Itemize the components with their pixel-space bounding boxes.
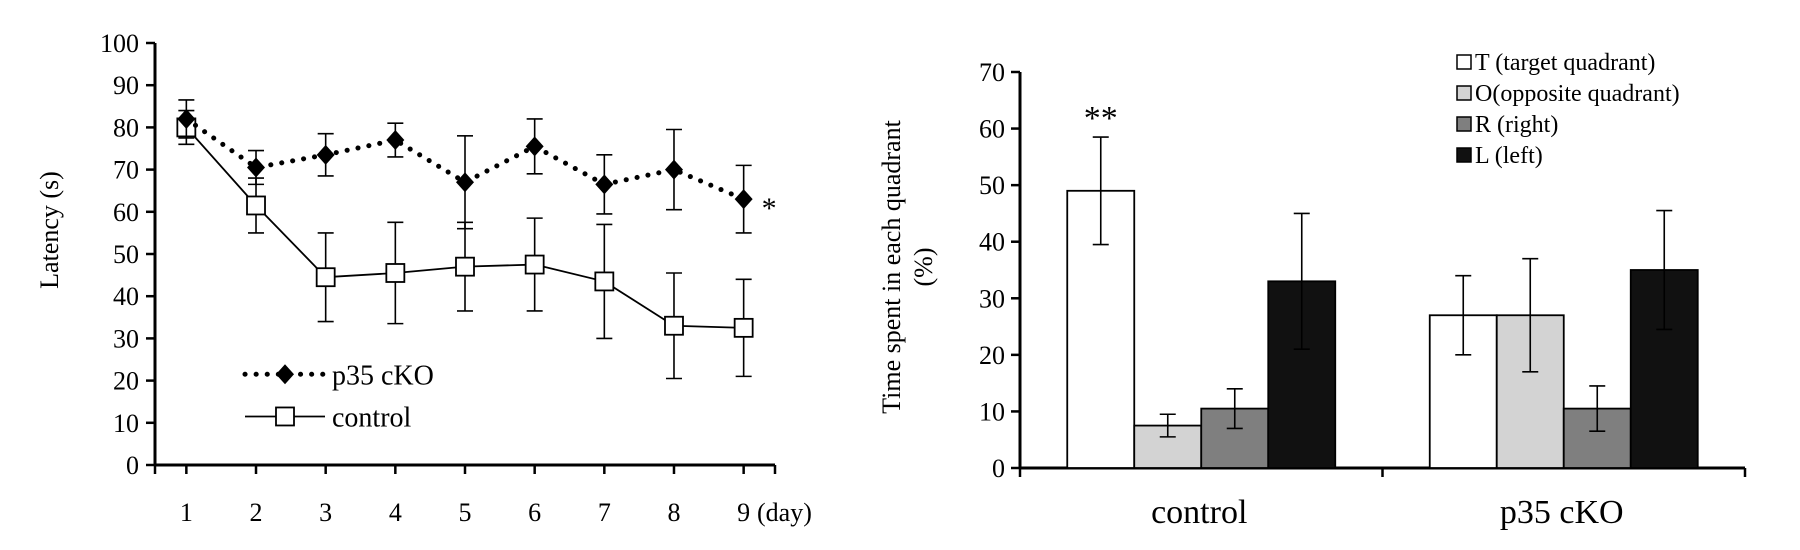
p35-cko-series — [177, 99, 753, 234]
left-y-tick-label: 80 — [113, 113, 139, 142]
control-point — [315, 267, 336, 288]
left-y-tick-label: 30 — [113, 324, 139, 353]
legend-label-2: R (right) — [1475, 112, 1558, 138]
p35-cko-point — [734, 189, 753, 210]
control-point — [246, 195, 266, 216]
right-bar-layer — [1066, 136, 1699, 469]
right-category-label: control — [1151, 494, 1247, 531]
control-point — [664, 315, 684, 336]
legend-p35-cko-marker — [276, 364, 294, 385]
control-point — [594, 271, 615, 292]
left-y-tick-label: 100 — [100, 29, 139, 58]
p35-cko-point — [177, 108, 196, 129]
control-point — [733, 317, 754, 338]
left-y-tick-label: 40 — [113, 282, 139, 311]
p35-cko-point — [664, 159, 683, 180]
legend-p35-cko-label: p35 cKO — [332, 360, 434, 391]
left-x-tick-label: 2 — [250, 498, 263, 527]
left-x-tick-label: 8 — [667, 498, 680, 527]
right-y-axis-label: Time spent in each quadrant — [877, 119, 906, 413]
control-point — [455, 256, 475, 277]
right-y-tick-label: 20 — [979, 341, 1005, 370]
left-x-tick-label: 1 — [180, 498, 193, 527]
legend-swatch-0 — [1456, 54, 1472, 70]
p35-cko-point — [456, 172, 474, 193]
left-x-tick-label: 5 — [459, 498, 472, 527]
left-y-tick-label: 60 — [113, 198, 139, 227]
left-legend: p35 cKO control — [242, 360, 434, 433]
right-legend: T (target quadrant) O(opposite quadrant) R… — [1456, 50, 1680, 169]
left-x-tick-label: 9 — [737, 498, 750, 527]
p35-cko-point — [247, 157, 266, 178]
legend-swatch-1 — [1456, 85, 1472, 101]
left-x-tick-label: 4 — [389, 498, 402, 527]
right-category-label: p35 cKO — [1500, 494, 1624, 531]
legend-control-marker — [275, 406, 295, 427]
right-y-tick-label: 60 — [979, 115, 1005, 144]
left-y-tick-label: 20 — [113, 367, 139, 396]
right-y-tick-label: 0 — [992, 454, 1005, 483]
left-y-axis-label: Latency (s) — [35, 171, 64, 289]
control-point — [524, 254, 545, 275]
p35-cko-point — [316, 144, 335, 165]
p35-cko-point — [525, 136, 544, 157]
control-series — [176, 109, 754, 380]
p35-cko-point — [386, 130, 405, 151]
right-significance-annotation: ** — [1084, 100, 1118, 137]
left-y-tick-label: 0 — [126, 451, 139, 480]
control-point — [385, 263, 406, 283]
left-x-tick-label: 6 — [528, 498, 541, 527]
quadrant-bar-chart: 0 10 20 30 40 50 60 70 control p35 cKO T (target … — [877, 50, 1747, 531]
right-y-tick-label: 50 — [979, 171, 1005, 200]
legend-label-1: O(opposite quadrant) — [1475, 81, 1680, 107]
right-y-tick-label: 70 — [979, 58, 1005, 87]
legend-label-3: L (left) — [1475, 143, 1543, 169]
left-x-unit-label: (day) — [757, 498, 812, 527]
left-y-tick-label: 10 — [113, 409, 139, 438]
left-axes: 0 10 20 30 40 50 60 70 80 90 100 1 2 3 4 5 6 7 8 9 — [100, 29, 777, 527]
left-y-tick-label: 90 — [113, 71, 139, 100]
left-x-tick-label: 7 — [598, 498, 611, 527]
left-y-tick-label: 70 — [113, 156, 139, 185]
left-x-tick-label: 3 — [319, 498, 332, 527]
right-y-axis-label-unit: (%) — [909, 248, 938, 287]
legend-swatch-2 — [1456, 116, 1472, 132]
p35-cko-point — [595, 174, 614, 195]
legend-swatch-3 — [1456, 147, 1472, 163]
legend-label-0: T (target quadrant) — [1475, 50, 1655, 76]
right-y-tick-label: 40 — [979, 228, 1005, 257]
left-significance-annotation: * — [762, 192, 777, 225]
right-y-tick-label: 30 — [979, 284, 1005, 313]
left-y-tick-label: 50 — [113, 240, 139, 269]
left-series-layer — [176, 99, 754, 380]
legend-control-label: control — [332, 402, 412, 433]
right-y-tick-label: 10 — [979, 397, 1005, 426]
latency-line-chart: 0 10 20 30 40 50 60 70 80 90 100 1 2 3 4 5 6 7 8 9 p35 cKO c… — [35, 29, 812, 527]
